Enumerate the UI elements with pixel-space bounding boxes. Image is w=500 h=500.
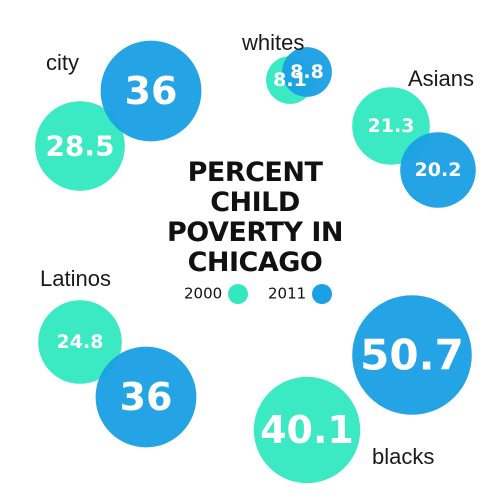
bubble-whites-2011 [282, 47, 332, 97]
legend-swatch-2000 [228, 284, 249, 304]
chart-title-line-3: POVERTY IN [167, 217, 343, 248]
legend-label-2000: 2000 [184, 284, 223, 303]
chart-title-line-2: CHILD [210, 187, 300, 218]
group-label-whites: whites [242, 30, 305, 55]
value-label-asians-2011: 20.2 [415, 159, 462, 181]
value-label-blacks-2000: 40.1 [260, 408, 354, 452]
chart-title-line-1: PERCENT [187, 157, 323, 188]
value-label-blacks-2011: 50.7 [360, 331, 464, 380]
bubble-blacks-2000 [253, 376, 361, 484]
value-label-asians-2000: 21.3 [368, 115, 415, 137]
group-label-latinos: Latinos [40, 266, 111, 291]
chart-title-line-4: CHICAGO [187, 247, 323, 278]
group-label-city: city [46, 50, 79, 75]
value-label-whites-2011: 8.8 [290, 61, 324, 83]
bubble-latinos-2000 [38, 300, 122, 384]
group-label-blacks: blacks [372, 444, 435, 469]
legend-item-2011: 2011 [268, 284, 333, 304]
legend-swatch-2011 [312, 284, 333, 304]
legend-label-2011: 2011 [268, 284, 307, 303]
bubble-asians-2011 [400, 132, 476, 208]
value-label-latinos-2000: 24.8 [57, 331, 104, 353]
value-label-city-2000: 28.5 [45, 130, 114, 163]
legend-item-2000: 2000 [184, 284, 249, 304]
bubble-blacks-2011 [352, 295, 472, 415]
bubble-city-2011 [100, 40, 202, 142]
bubble-latinos-2011 [95, 346, 197, 448]
value-label-city-2011: 36 [125, 69, 178, 113]
value-label-whites-2000: 8.1 [273, 69, 307, 91]
bubble-city-2000 [35, 101, 125, 191]
value-label-latinos-2011: 36 [120, 375, 173, 419]
group-label-asians: Asians [408, 66, 475, 91]
chart-title: PERCENT CHILD POVERTY IN CHICAGO [150, 158, 360, 278]
